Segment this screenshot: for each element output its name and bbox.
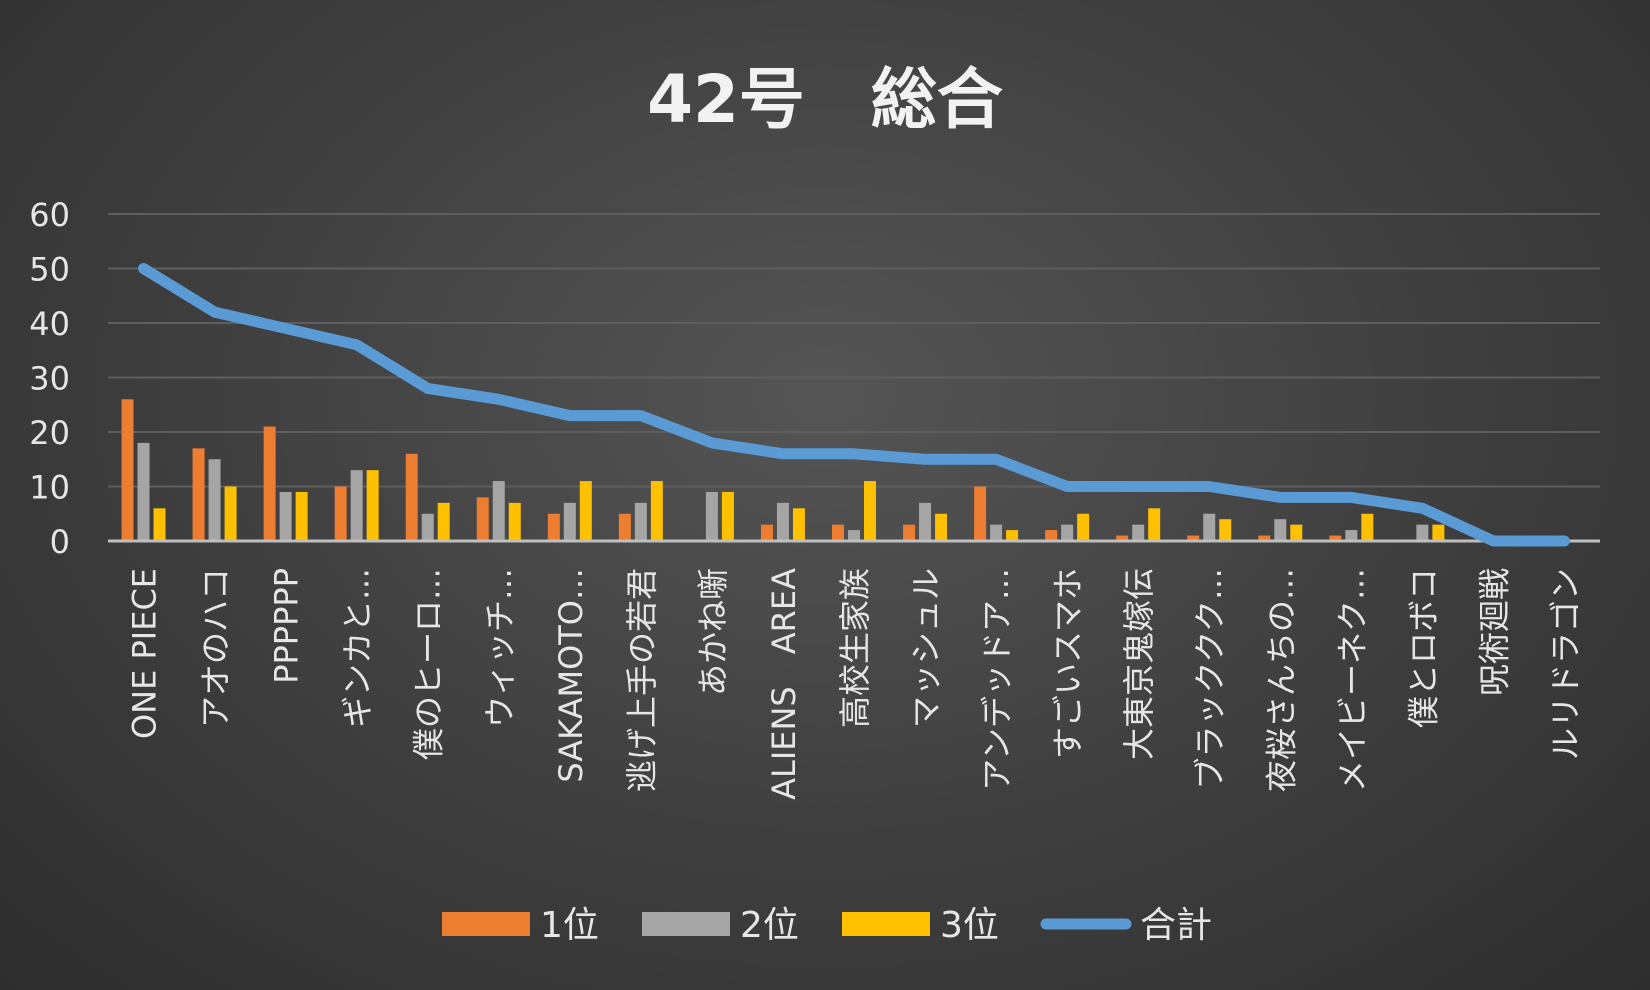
gridlines: [108, 213, 1600, 488]
legend-swatch-1: [442, 912, 530, 936]
bar-1-0: [121, 399, 134, 541]
legend-swatch-2: [642, 912, 730, 936]
y-tick-label: 20: [29, 414, 70, 452]
bar-3-16: [1290, 524, 1303, 541]
x-tick-label: アンデッドア…: [978, 568, 1016, 791]
bar-3-14: [1148, 508, 1161, 541]
bar-1-17: [1329, 535, 1342, 541]
x-tick-label: ONE PIECE: [126, 568, 164, 739]
bar-2-6: [563, 502, 576, 541]
bar-2-2: [279, 491, 292, 541]
bar-2-16: [1274, 519, 1287, 541]
bar-3-2: [295, 491, 308, 541]
bar-2-17: [1345, 530, 1358, 541]
chart-title: 42号 総合: [647, 61, 1003, 138]
bar-3-17: [1361, 513, 1374, 541]
x-tick-label: ルリドラゴン: [1546, 568, 1584, 760]
bar-2-9: [776, 502, 789, 541]
bar-1-10: [832, 524, 844, 541]
y-tick-label: 40: [29, 305, 70, 343]
x-tick-label: 夜桜さんちの…: [1262, 568, 1300, 792]
legend-label-3: 3位: [940, 905, 999, 946]
bar-1-2: [263, 426, 276, 541]
x-tick-label: 呪術廻戦: [1475, 568, 1513, 696]
x-tick-label: メイビーネク…: [1333, 568, 1371, 792]
x-tick-label: アオのハコ: [197, 568, 235, 728]
y-tick-label: 0: [50, 523, 70, 561]
legend-label-1: 1位: [540, 905, 599, 946]
x-tick-label: PPPPPP: [268, 568, 306, 684]
bar-1-5: [476, 497, 489, 541]
bar-1-9: [760, 524, 773, 541]
x-tick-label: ギンカと…: [339, 568, 377, 728]
bar-1-11: [903, 524, 916, 541]
bar-1-16: [1258, 535, 1271, 541]
bar-1-1: [192, 448, 205, 541]
y-tick-label: 30: [29, 360, 70, 398]
bar-2-10: [848, 530, 860, 541]
bar-2-3: [350, 470, 363, 541]
bar-2-13: [1061, 524, 1074, 541]
bar-3-0: [153, 508, 166, 541]
bar-2-11: [919, 502, 932, 541]
x-tick-label: すごいスマホ: [1049, 568, 1087, 759]
bar-2-18: [1416, 524, 1429, 541]
bar-2-7: [634, 502, 647, 541]
bar-3-1: [224, 486, 237, 541]
bar-3-11: [935, 513, 948, 541]
bar-1-4: [405, 453, 418, 541]
bar-3-5: [508, 502, 521, 541]
bar-2-4: [421, 513, 434, 541]
bar-3-10: [864, 481, 876, 541]
x-tick-label: マッシュル: [907, 568, 945, 728]
y-tick-label: 10: [29, 469, 70, 507]
y-tick-label: 50: [29, 251, 70, 289]
x-tick-label: 高校生家族: [836, 568, 874, 728]
x-tick-label: ブラッククク…: [1191, 568, 1229, 789]
x-axis: ONE PIECE アオのハコ PPPPPP ギンカと… 僕のヒーロ… ウィッチ… SAKA…: [126, 568, 1585, 800]
bar-2-15: [1203, 513, 1216, 541]
bar-1-3: [334, 486, 347, 541]
legend: 1位 2位 3位 合計: [442, 905, 1212, 946]
bar-3-7: [650, 481, 663, 541]
bar-3-9: [792, 508, 805, 541]
x-tick-label: 大東京鬼嫁伝: [1120, 568, 1158, 760]
bar-3-15: [1219, 519, 1232, 541]
bar-3-8: [721, 491, 734, 541]
legend-label-4: 合計: [1140, 905, 1212, 946]
bar-2-5: [492, 481, 505, 541]
bar-2-0: [137, 442, 150, 541]
bars: [121, 399, 1445, 541]
bar-2-12: [990, 524, 1003, 541]
x-tick-label: ALIENS AREA: [765, 568, 803, 800]
bar-3-3: [366, 470, 379, 541]
bar-1-14: [1116, 535, 1129, 541]
bar-1-15: [1187, 535, 1200, 541]
x-tick-label: 僕とロボコ: [1404, 568, 1442, 728]
y-axis: 0 10 20 30 40 50 60: [29, 196, 70, 561]
x-tick-label: ウィッチ…: [481, 568, 519, 728]
bar-1-13: [1045, 530, 1058, 541]
bar-3-6: [579, 481, 592, 541]
bar-1-7: [618, 513, 631, 541]
bar-3-4: [437, 502, 450, 541]
bar-3-13: [1077, 513, 1090, 541]
y-tick-label: 60: [29, 196, 70, 234]
bar-2-1: [208, 459, 221, 541]
legend-label-2: 2位: [740, 905, 799, 946]
legend-swatch-3: [842, 912, 930, 936]
bar-3-18: [1432, 524, 1445, 541]
bar-3-12: [1006, 530, 1019, 541]
bar-1-12: [974, 486, 987, 541]
bar-1-6: [547, 513, 560, 541]
x-tick-label: 逃げ上手の若君: [623, 568, 661, 792]
bar-2-8: [705, 491, 718, 541]
x-tick-label: 僕のヒーロ…: [410, 568, 448, 760]
bar-2-14: [1132, 524, 1145, 541]
total-line: [138, 263, 1570, 547]
x-tick-label: あかね噺: [694, 568, 732, 696]
x-tick-label: SAKAMOTO…: [552, 568, 590, 783]
total-line-series: [138, 263, 1570, 547]
